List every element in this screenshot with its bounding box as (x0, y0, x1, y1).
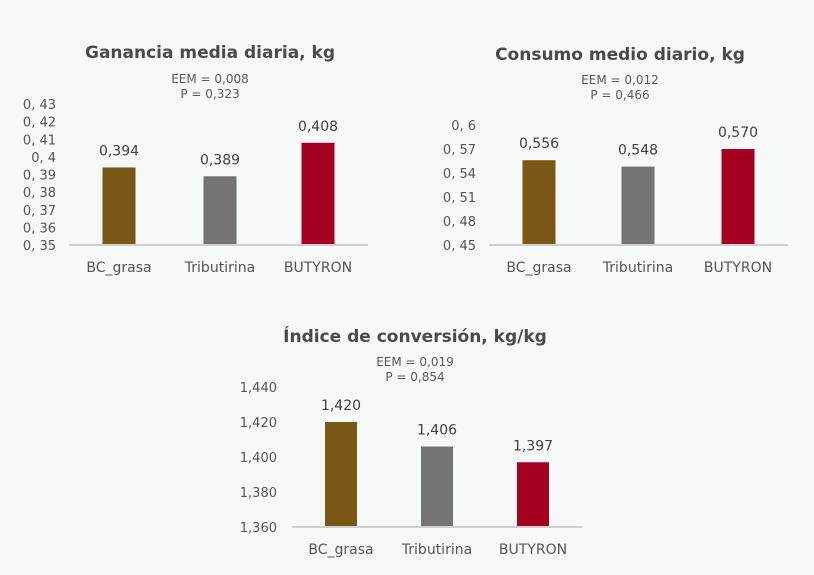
stat-p-value: P = 0,323 (180, 87, 239, 101)
x-tick-label: BC_grasa (86, 260, 151, 276)
bar-tributirina (421, 446, 453, 527)
y-tick-label: 0, 4 (31, 151, 56, 166)
y-tick-label: 0, 45 (443, 239, 476, 254)
stat-eem: EEM = 0,019 (376, 355, 454, 369)
bar-bc_grasa (325, 422, 357, 527)
y-tick-label: 0, 57 (443, 143, 476, 158)
bar-bc_grasa (522, 160, 556, 245)
x-tick-label: BUTYRON (284, 260, 352, 276)
y-tick-label: 0, 43 (23, 98, 56, 113)
data-label: 1,397 (513, 438, 553, 454)
x-tick-label: BUTYRON (499, 542, 567, 558)
data-label: 0,408 (298, 119, 338, 135)
bar-tributirina (203, 176, 237, 245)
chart-title: Consumo medio diario, kg (495, 45, 745, 65)
y-tick-label: 0, 51 (443, 191, 476, 206)
bar-butyron (721, 149, 755, 245)
y-tick-label: 0, 48 (443, 215, 476, 230)
data-label: 0,548 (618, 143, 658, 159)
data-label: 0,394 (99, 143, 139, 159)
bar-butyron (517, 462, 549, 527)
data-label: 1,420 (321, 398, 361, 414)
y-tick-label: 0, 35 (23, 239, 56, 254)
data-label: 0,389 (200, 152, 240, 168)
y-tick-label: 1,420 (240, 416, 277, 431)
x-tick-label: BC_grasa (308, 542, 373, 558)
x-tick-label: Tributirina (184, 260, 255, 276)
y-tick-label: 1,360 (240, 521, 277, 536)
y-tick-label: 1,380 (240, 486, 277, 501)
y-tick-label: 1,440 (240, 381, 277, 396)
x-tick-label: BC_grasa (506, 260, 571, 276)
y-tick-label: 0, 41 (23, 133, 56, 148)
bar-bc_grasa (102, 167, 136, 245)
y-tick-label: 1,400 (240, 451, 277, 466)
chart-title: Ganancia media diaria, kg (85, 43, 335, 63)
x-tick-label: Tributirina (602, 260, 673, 276)
stat-p-value: P = 0,466 (590, 88, 649, 102)
bar-tributirina (621, 166, 655, 245)
data-label: 0,556 (519, 136, 559, 152)
y-tick-label: 0, 39 (23, 169, 56, 184)
stat-eem: EEM = 0,012 (581, 73, 659, 87)
y-tick-label: 0, 54 (443, 167, 476, 182)
y-tick-label: 0, 6 (451, 119, 476, 134)
x-tick-label: BUTYRON (704, 260, 772, 276)
y-tick-label: 0, 37 (23, 204, 56, 219)
y-tick-label: 0, 38 (23, 186, 56, 201)
y-tick-label: 0, 42 (23, 116, 56, 131)
stat-p-value: P = 0,854 (385, 370, 444, 384)
bar-butyron (301, 142, 335, 245)
chart-title: Índice de conversión, kg/kg (283, 325, 547, 347)
x-tick-label: Tributirina (401, 542, 472, 558)
stat-eem: EEM = 0,008 (171, 72, 249, 86)
data-label: 1,406 (417, 423, 457, 439)
y-tick-label: 0, 36 (23, 221, 56, 236)
data-label: 0,570 (718, 125, 758, 141)
